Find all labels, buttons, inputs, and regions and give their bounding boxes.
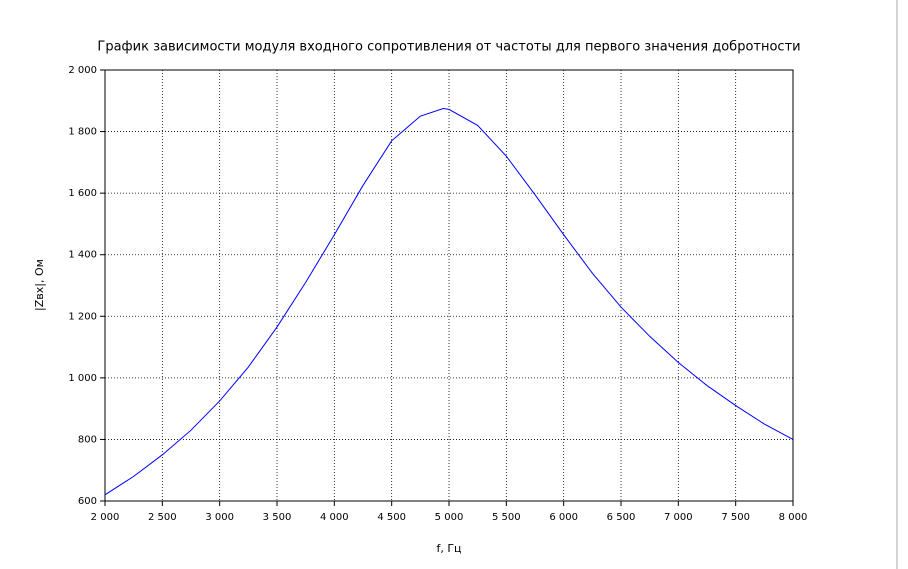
- x-tick-label: 5 000: [435, 512, 464, 523]
- y-tick-label: 1 600: [68, 188, 97, 199]
- x-tick-label: 4 500: [377, 512, 406, 523]
- y-tick-label: 1 200: [68, 311, 97, 322]
- x-axis-label: f, Гц: [436, 542, 461, 555]
- y-tick-label: 1 800: [68, 127, 97, 138]
- y-tick-label: 2 000: [68, 65, 97, 76]
- y-axis-label: |Zвх|, Ом: [33, 259, 46, 311]
- x-tick-label: 7 500: [721, 512, 750, 523]
- x-tick-label: 3 500: [263, 512, 292, 523]
- x-tick-label: 3 000: [205, 512, 234, 523]
- x-tick-label: 5 500: [492, 512, 521, 523]
- chart-title: График зависимости модуля входного сопро…: [97, 40, 800, 55]
- x-tick-label: 6 000: [549, 512, 578, 523]
- y-tick-label: 600: [78, 496, 97, 507]
- line-series: [104, 107, 794, 496]
- x-tick-label: 4 000: [320, 512, 349, 523]
- y-tick-label: 1 400: [68, 250, 97, 261]
- x-tick-label: 2 500: [148, 512, 177, 523]
- y-tick-label: 800: [78, 434, 97, 445]
- x-tick-label: 8 000: [779, 512, 808, 523]
- x-tick-label: 7 000: [664, 512, 693, 523]
- x-tick-label: 6 500: [607, 512, 636, 523]
- y-tick-label: 1 000: [68, 373, 97, 384]
- plot-frame: [104, 69, 794, 502]
- x-tick-label: 2 000: [91, 512, 120, 523]
